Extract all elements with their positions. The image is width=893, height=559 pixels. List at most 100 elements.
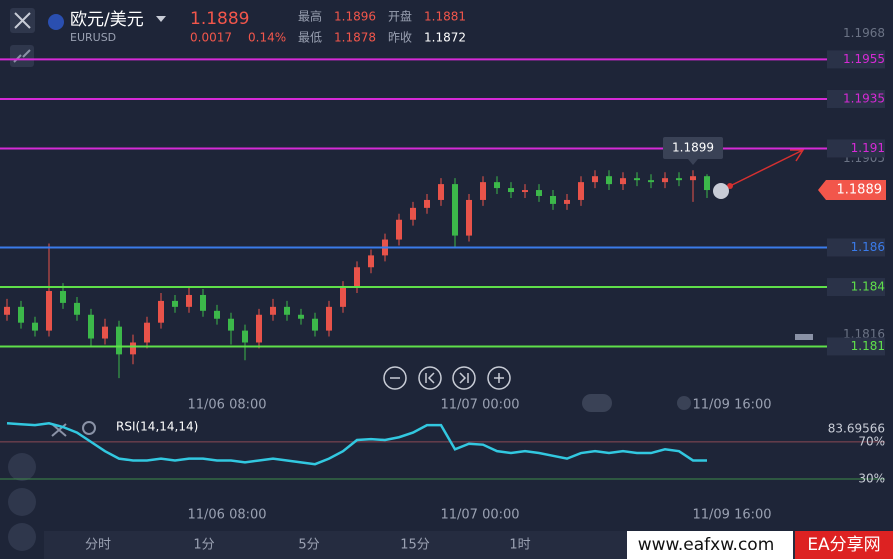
candle-body: [564, 199, 570, 204]
level-label: 1.1955: [843, 52, 885, 66]
candle-body: [578, 182, 584, 200]
stat-label: 最高: [298, 9, 322, 24]
candle-body: [74, 302, 80, 315]
marker: [677, 396, 691, 410]
tool-draw[interactable]: [8, 488, 36, 516]
level-label: 1.181: [851, 339, 885, 353]
info-icon[interactable]: [713, 183, 729, 199]
candle-body: [396, 219, 402, 240]
level-tag: [827, 238, 885, 257]
stat-label: 最低: [298, 31, 322, 45]
zoom-in[interactable]: [487, 366, 511, 390]
candle-body: [46, 291, 52, 331]
time-label: 11/07 00:00: [440, 398, 519, 413]
stat-value: 1.1896: [334, 10, 376, 24]
brand-bg: [795, 531, 893, 559]
level-tag: [827, 89, 885, 108]
candle-body: [634, 178, 640, 181]
tooltip-pointer: [688, 159, 698, 165]
rsi-settings[interactable]: [82, 421, 96, 435]
candle-body: [130, 342, 136, 355]
symbol[interactable]: 欧元/美元: [70, 10, 144, 30]
rsi-title: RSI(14,14,14): [116, 420, 198, 434]
watermark-bg: [627, 531, 793, 559]
level-label: 1.191: [851, 141, 885, 155]
candle-body: [228, 318, 234, 331]
time-label: 11/07 00:00: [440, 508, 519, 523]
change-pct: 0.14%: [248, 31, 286, 45]
symbol-code: EURUSD: [70, 31, 116, 44]
candle-body: [18, 306, 24, 323]
stat-value: 1.1872: [424, 31, 466, 45]
prev[interactable]: [418, 366, 442, 390]
candle-body: [242, 330, 248, 343]
candle-body: [158, 300, 164, 323]
level-tag: [827, 139, 885, 158]
timeframe[interactable]: 5分: [298, 538, 319, 553]
tool-candles[interactable]: [8, 453, 36, 481]
candle-body: [662, 178, 668, 183]
level-tag: [827, 278, 885, 297]
rsi-tick-label: 30%: [858, 472, 885, 486]
candle-body: [172, 300, 178, 307]
level-tag: [827, 337, 885, 356]
candle-body: [116, 326, 122, 355]
tool-indicator[interactable]: [8, 523, 36, 551]
candle-body: [284, 306, 290, 315]
rsi-tick-label: 83.69566: [828, 422, 885, 436]
candle-body: [60, 291, 66, 303]
watermark-site: www.eafxw.com: [638, 535, 775, 555]
stat-value: 1.1878: [334, 31, 376, 45]
candle-body: [466, 199, 472, 236]
candle-body: [368, 255, 374, 268]
candle-body: [144, 322, 150, 343]
candle-body: [690, 176, 696, 181]
candle-body: [536, 190, 542, 196]
level-label: 1.186: [851, 240, 885, 254]
time-label: 11/09 16:00: [692, 508, 771, 523]
candle-body: [186, 294, 192, 307]
candle-body: [102, 326, 108, 339]
dropdown-icon[interactable]: [156, 16, 166, 22]
time-label: 11/06 08:00: [187, 398, 266, 413]
change: 0.0017: [190, 31, 232, 45]
candle-body: [214, 310, 220, 319]
candle-body: [676, 178, 682, 181]
candle-body: [88, 314, 94, 339]
level-label: 1.1935: [843, 91, 885, 105]
timeframe[interactable]: 1分: [193, 538, 214, 553]
y-tick-label: 1.1968: [843, 26, 885, 40]
alert-icon[interactable]: [795, 334, 813, 340]
candle-body: [508, 188, 514, 193]
tooltip-box: [663, 137, 723, 159]
timeframe[interactable]: 分时: [85, 538, 111, 553]
candle-body: [298, 314, 304, 319]
level-label: 1.184: [851, 280, 885, 294]
toggle[interactable]: [582, 394, 612, 412]
last-price-tag: [818, 180, 886, 201]
collapse-button[interactable]: [10, 45, 34, 67]
candle-body: [550, 195, 556, 204]
candle-body: [648, 180, 654, 183]
candle-body: [270, 306, 276, 315]
price: 1.1889: [190, 9, 249, 29]
candle-body: [424, 199, 430, 208]
last-price-label: 1.1889: [837, 183, 883, 198]
watermark-brand: EA分享网: [807, 535, 880, 555]
candle-body: [32, 322, 38, 331]
arrow-anchor: [727, 183, 733, 189]
timeframe[interactable]: 1时: [509, 538, 530, 553]
time-label: 11/06 08:00: [187, 508, 266, 523]
candle-body: [606, 176, 612, 185]
next[interactable]: [452, 366, 476, 390]
candle-body: [340, 287, 346, 307]
zoom-out[interactable]: [383, 366, 407, 390]
timeframe[interactable]: 15分: [400, 538, 430, 553]
close-icon: [14, 12, 31, 29]
rsi-tick-label: 70%: [858, 434, 885, 448]
nav-buttons: [383, 366, 511, 390]
tooltip-label: 1.1899: [672, 141, 714, 155]
candle-body: [256, 314, 262, 343]
